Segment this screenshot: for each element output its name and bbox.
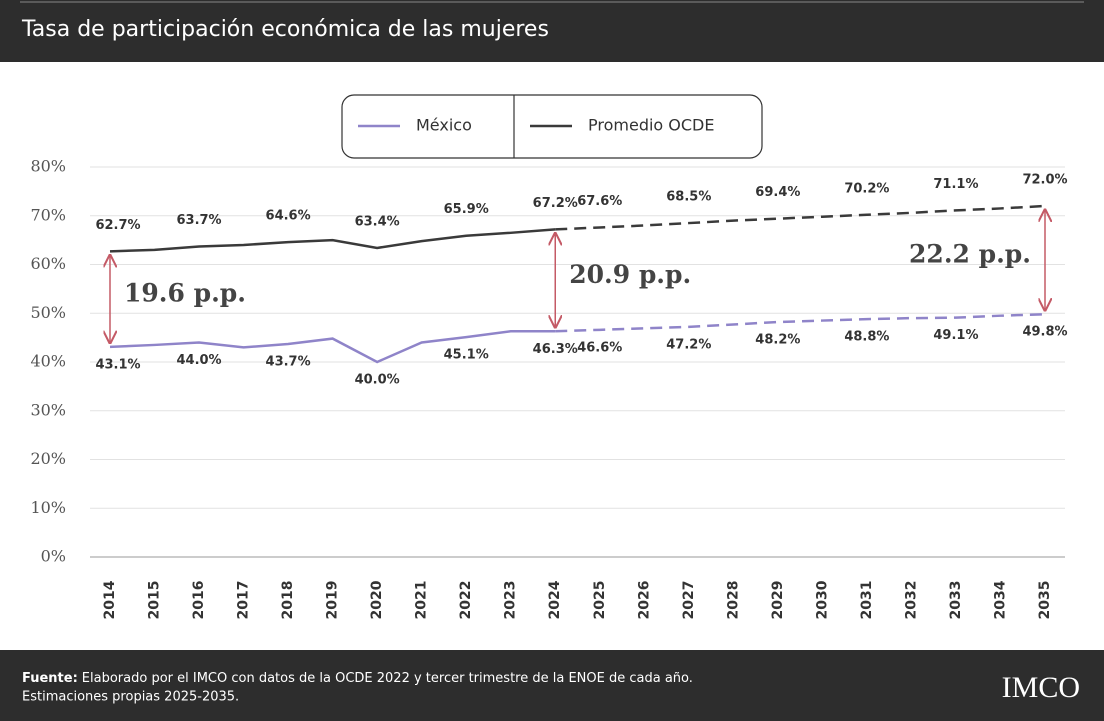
x-tick-label: 2035 bbox=[1037, 581, 1053, 620]
x-tick-label: 2026 bbox=[636, 581, 652, 620]
source: Fuente: Elaborado por el IMCO con datos d… bbox=[22, 671, 693, 686]
x-tick-label: 2014 bbox=[102, 580, 118, 619]
y-tick-label: 70% bbox=[30, 205, 66, 224]
series-line bbox=[109, 330, 556, 364]
x-tick-label: 2023 bbox=[503, 581, 519, 620]
x-tick-label: 2020 bbox=[369, 580, 385, 619]
value-label: 40.0% bbox=[355, 373, 400, 388]
y-tick-label: 20% bbox=[30, 449, 66, 468]
y-tick-label: 10% bbox=[30, 498, 66, 517]
y-tick-label: 40% bbox=[30, 352, 66, 371]
x-tick-label: 2032 bbox=[903, 581, 919, 620]
value-label: 49.1% bbox=[933, 328, 978, 343]
value-label: 63.4% bbox=[355, 214, 400, 229]
x-tick-label: 2028 bbox=[725, 581, 741, 620]
value-label: 44.0% bbox=[176, 353, 221, 368]
x-tick-label: 2031 bbox=[859, 581, 875, 620]
value-label: 43.1% bbox=[95, 357, 140, 372]
y-tick-label: 80% bbox=[30, 157, 66, 176]
footer bbox=[0, 650, 1104, 721]
series-projection-line bbox=[555, 204, 1046, 231]
gap-annotation: 22.2 p.p. bbox=[909, 240, 1031, 269]
y-tick-label: 0% bbox=[41, 547, 66, 566]
logo: IMCO bbox=[1002, 671, 1080, 704]
series-line bbox=[109, 228, 556, 253]
x-tick-label: 2022 bbox=[458, 581, 474, 620]
value-label: 46.6% bbox=[577, 340, 622, 355]
header bbox=[0, 0, 1104, 62]
x-tick-label: 2018 bbox=[280, 581, 296, 620]
value-label: 72.0% bbox=[1022, 173, 1067, 188]
y-tick-label: 30% bbox=[30, 400, 66, 419]
chart-title: Tasa de participación económica de las m… bbox=[21, 17, 549, 42]
value-label: 62.7% bbox=[95, 218, 140, 233]
x-tick-label: 2015 bbox=[147, 581, 163, 620]
x-tick-label: 2024 bbox=[547, 580, 563, 619]
x-tick-label: 2027 bbox=[681, 581, 697, 620]
value-label: 48.8% bbox=[844, 330, 889, 345]
value-label: 63.7% bbox=[176, 213, 221, 228]
legend-label: Promedio OCDE bbox=[588, 116, 714, 135]
x-tick-label: 2029 bbox=[770, 581, 786, 620]
value-label: 68.5% bbox=[666, 190, 711, 205]
value-label: 43.7% bbox=[266, 354, 311, 369]
x-tick-label: 2016 bbox=[191, 581, 207, 620]
value-label: 48.2% bbox=[755, 333, 800, 348]
value-label: 64.6% bbox=[266, 209, 311, 224]
value-label: 67.6% bbox=[577, 194, 622, 209]
value-label: 71.1% bbox=[933, 177, 978, 192]
x-tick-label: 2033 bbox=[948, 581, 964, 620]
x-tick-label: 2019 bbox=[325, 581, 341, 620]
y-tick-label: 50% bbox=[30, 303, 66, 322]
x-tick-label: 2021 bbox=[414, 581, 430, 620]
source-text: Elaborado por el IMCO con datos de la OC… bbox=[82, 671, 693, 686]
value-label: 46.3% bbox=[533, 342, 578, 357]
note: Estimaciones propias 2025-2035. bbox=[22, 690, 239, 705]
value-label: 69.4% bbox=[755, 185, 800, 200]
x-tick-label: 2030 bbox=[814, 580, 830, 619]
value-label: 65.9% bbox=[444, 202, 489, 217]
x-tick-label: 2025 bbox=[592, 581, 608, 620]
value-label: 47.2% bbox=[666, 337, 711, 352]
source-label: Fuente: bbox=[22, 671, 78, 686]
x-tick-label: 2034 bbox=[992, 580, 1008, 619]
gap-annotation: 20.9 p.p. bbox=[569, 260, 691, 289]
y-tick-label: 60% bbox=[30, 254, 66, 273]
gap-annotation: 19.6 p.p. bbox=[124, 279, 246, 308]
value-label: 45.1% bbox=[444, 348, 489, 363]
value-label: 49.8% bbox=[1022, 325, 1067, 340]
value-label: 67.2% bbox=[533, 196, 578, 211]
x-tick-label: 2017 bbox=[236, 581, 252, 620]
series-projection-line bbox=[555, 312, 1046, 333]
legend-label: México bbox=[416, 116, 472, 135]
value-label: 70.2% bbox=[844, 181, 889, 196]
